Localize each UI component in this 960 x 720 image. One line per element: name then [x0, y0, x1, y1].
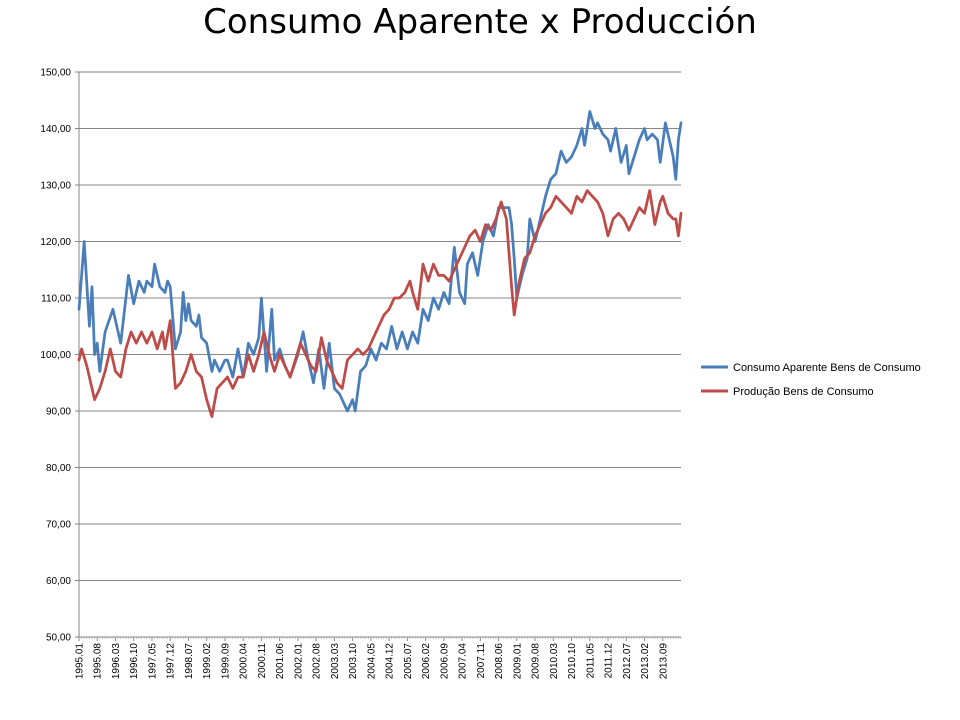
y-tick-label: 110,00	[41, 294, 71, 305]
x-tick-label: 2010.03	[549, 643, 560, 680]
x-tick-label: 1997.05	[147, 643, 158, 680]
x-tick-label: 2005.07	[403, 643, 414, 680]
x-tick-label: 2011.05	[585, 643, 596, 679]
y-tick-label: 90,00	[46, 407, 71, 418]
x-tick-label: 2009.01	[512, 643, 523, 680]
x-tick-label: 2012.07	[622, 643, 633, 680]
x-tick-label: 2004.05	[366, 643, 377, 680]
y-tick-label: 150,00	[40, 68, 71, 79]
x-tick-label: 2003.03	[330, 643, 341, 680]
series-line-2	[77, 189, 683, 418]
x-tick-label: 2008.06	[494, 643, 505, 680]
series-line-1	[77, 110, 683, 413]
x-tick-label: 2011.12	[604, 643, 615, 679]
x-tick-label: 2006.09	[439, 643, 450, 680]
x-tick-label: 1997.12	[166, 643, 177, 680]
y-tick-label: 130,00	[40, 181, 71, 192]
x-tick-label: 2010.10	[567, 643, 578, 680]
x-tick-label: 2004.12	[385, 643, 396, 680]
x-tick-label: 2007.11	[476, 643, 487, 679]
y-tick-label: 100,00	[40, 350, 71, 361]
x-tick-label: 1998.07	[184, 643, 195, 680]
y-tick-label: 120,00	[40, 237, 71, 248]
y-tick-label: 140,00	[40, 124, 71, 135]
x-axis-ticks: 1995.01 1995.08 1996.03 1996.10 1997.05 1997.…	[75, 637, 682, 679]
x-tick-label: 2002.08	[312, 643, 323, 680]
y-axis-ticks: 50,00 60,00 70,00 80,00 90,00 100,00 110,00 120…	[40, 68, 79, 644]
x-tick-label: 1995.01	[75, 643, 86, 680]
x-tick-label: 2002.01	[293, 643, 304, 680]
x-tick-label: 2000.04	[239, 643, 250, 680]
x-tick-label: 1995.08	[93, 643, 104, 680]
x-tick-label: 2007.04	[458, 643, 469, 680]
x-tick-label: 1996.10	[129, 643, 140, 680]
x-tick-label: 2006.02	[421, 643, 432, 680]
x-tick-label: 2000.11	[257, 643, 268, 679]
x-tick-label: 1999.02	[202, 643, 213, 680]
x-tick-label: 1999.09	[220, 643, 231, 680]
legend-label: Consumo Aparente Bens de Consumo	[733, 362, 921, 374]
legend: Consumo Aparente Bens de Consumo Produção…	[701, 362, 921, 398]
gridlines	[79, 71, 681, 638]
y-tick-label: 80,00	[46, 463, 71, 474]
x-tick-label: 2001.06	[275, 643, 286, 680]
y-tick-label: 60,00	[46, 576, 71, 587]
x-tick-label: 1996.03	[111, 643, 122, 680]
x-tick-label: 2003.10	[348, 643, 359, 680]
legend-label: Produção Bens de Consumo	[733, 386, 874, 398]
series-lines	[77, 110, 683, 418]
y-tick-label: 70,00	[46, 520, 71, 531]
chart-title: Consumo Aparente x Producción	[203, 2, 757, 42]
x-tick-label: 2013.02	[640, 643, 651, 680]
x-tick-label: 2013.09	[658, 643, 669, 680]
y-tick-label: 50,00	[46, 633, 71, 644]
x-tick-label: 2009.08	[531, 643, 542, 680]
